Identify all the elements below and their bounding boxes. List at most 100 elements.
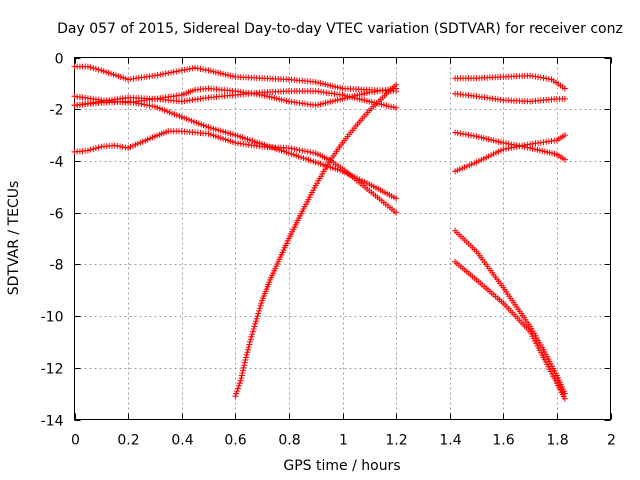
x-tick-label: 0.8 — [278, 433, 300, 449]
data-point — [521, 142, 528, 149]
data-point — [256, 305, 263, 312]
data-point — [248, 333, 255, 340]
data-point — [173, 68, 180, 75]
x-tick-label: 0.6 — [224, 433, 246, 449]
data-point — [235, 385, 241, 392]
y-tick-labels: 0 -2 -4 -6 -8 -10 -12 -14 — [41, 52, 64, 430]
data-point — [234, 388, 241, 395]
data-point — [84, 63, 91, 70]
x-tick-label: 1.6 — [492, 433, 514, 449]
x-tick-label: 1.8 — [546, 433, 568, 449]
data-point — [92, 65, 99, 72]
data-point — [252, 320, 259, 327]
data-point — [291, 146, 298, 152]
series-track-7 — [452, 72, 568, 92]
data-point — [250, 326, 257, 332]
series-track-12 — [452, 258, 568, 402]
data-point — [393, 209, 400, 216]
data-point — [241, 362, 248, 369]
data-point — [95, 66, 102, 73]
y-tick-label: -8 — [50, 258, 64, 274]
x-tick-label: 0 — [71, 433, 80, 449]
data-point — [240, 364, 247, 371]
data-marks — [71, 63, 568, 402]
data-point — [236, 380, 243, 387]
data-point — [237, 377, 244, 384]
data-point — [247, 338, 253, 345]
data-point — [256, 307, 262, 314]
series-track-5 — [71, 128, 400, 216]
chart-title: Day 057 of 2015, Sidereal Day-to-day VTE… — [57, 21, 623, 37]
data-point — [561, 156, 568, 163]
data-point — [92, 145, 99, 152]
data-point — [242, 357, 249, 363]
series-track-10 — [452, 132, 568, 175]
series-track-9 — [452, 129, 568, 163]
x-tick-label: 1.2 — [385, 433, 407, 449]
data-point — [561, 132, 568, 139]
y-tick-label: -12 — [41, 362, 64, 378]
series-track-11 — [452, 227, 568, 397]
x-tick-label: 1 — [339, 433, 348, 449]
data-point — [87, 146, 94, 153]
data-point — [157, 71, 164, 78]
x-tick-label: 0.4 — [171, 433, 193, 449]
series-track-3 — [71, 85, 400, 109]
data-point — [249, 331, 256, 338]
data-point — [393, 81, 400, 88]
y-tick-label: -4 — [50, 155, 64, 171]
data-point — [235, 382, 242, 389]
x-tick-label: 0.2 — [117, 433, 139, 449]
data-point — [232, 393, 239, 400]
data-point — [192, 64, 199, 71]
data-point — [238, 375, 245, 382]
data-point — [84, 147, 91, 154]
data-point — [253, 315, 260, 322]
series-track-8 — [452, 90, 568, 105]
data-point — [505, 145, 512, 152]
data-point — [95, 144, 102, 151]
data-point — [243, 351, 250, 358]
data-point — [561, 395, 568, 402]
data-point — [249, 328, 256, 335]
data-point — [117, 143, 124, 150]
x-tick-labels: 0 0.2 0.4 0.6 0.8 1 1.2 1.4 1.6 1.8 2 — [71, 433, 616, 449]
data-point — [138, 101, 145, 107]
data-point — [241, 359, 248, 366]
data-point — [189, 65, 196, 72]
y-tick-label: 0 — [55, 52, 64, 68]
x-axis-label: GPS time / hours — [283, 458, 400, 474]
series-track-1 — [71, 63, 400, 95]
data-point — [503, 140, 509, 147]
grid — [74, 57, 611, 420]
data-point — [561, 85, 568, 92]
data-point — [87, 64, 94, 71]
axis-ticks — [74, 57, 612, 421]
data-point — [307, 149, 314, 156]
data-point — [90, 146, 97, 152]
data-point — [245, 346, 251, 353]
data-point — [257, 302, 264, 309]
y-tick-label: -6 — [50, 207, 64, 223]
data-point — [239, 370, 246, 376]
y-tick-label: -2 — [50, 103, 64, 119]
y-tick-label: -14 — [41, 414, 64, 430]
data-point — [254, 313, 261, 320]
data-point — [255, 310, 262, 317]
y-tick-label: -10 — [41, 310, 64, 326]
x-tick-label: 1.4 — [439, 433, 461, 449]
data-point — [90, 65, 97, 72]
data-point — [251, 323, 258, 330]
data-point — [561, 95, 568, 102]
data-point — [244, 349, 251, 356]
data-point — [393, 195, 400, 202]
y-axis-label: SDTVAR / TECUs — [6, 181, 22, 296]
data-point — [246, 341, 253, 348]
data-point — [245, 344, 252, 351]
data-point — [240, 367, 246, 374]
plot-frame — [74, 57, 611, 420]
series-track-6 — [232, 81, 400, 400]
x-tick-label: 2 — [607, 433, 616, 449]
data-point — [393, 104, 400, 111]
